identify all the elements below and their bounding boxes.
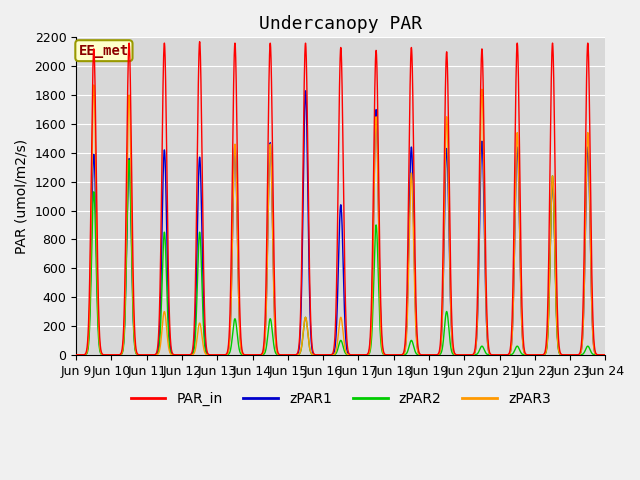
Text: EE_met: EE_met — [79, 44, 129, 58]
Y-axis label: PAR (umol/m2/s): PAR (umol/m2/s) — [15, 139, 29, 253]
Title: Undercanopy PAR: Undercanopy PAR — [259, 15, 422, 33]
Legend: PAR_in, zPAR1, zPAR2, zPAR3: PAR_in, zPAR1, zPAR2, zPAR3 — [125, 386, 557, 411]
